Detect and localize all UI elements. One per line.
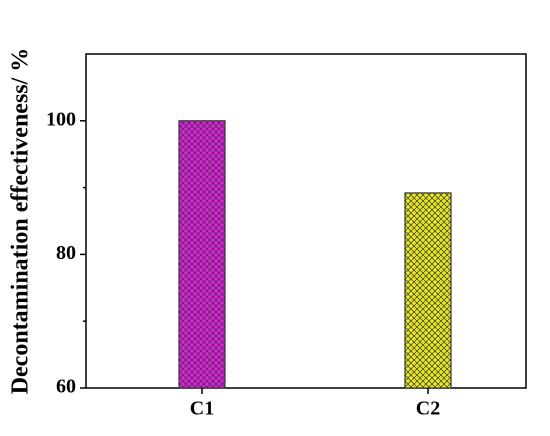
y-tick-label: 100 [46, 108, 76, 130]
y-tick-label: 60 [56, 376, 76, 398]
bar-hatch [179, 120, 225, 389]
y-tick-label: 80 [56, 242, 76, 264]
plot-frame [85, 53, 527, 389]
y-axis-label: Decontamination effectiveness/ % [8, 48, 34, 395]
x-tick-label: C1 [190, 398, 214, 420]
bar-hatch [405, 192, 451, 388]
x-tick-label: C2 [416, 398, 440, 420]
